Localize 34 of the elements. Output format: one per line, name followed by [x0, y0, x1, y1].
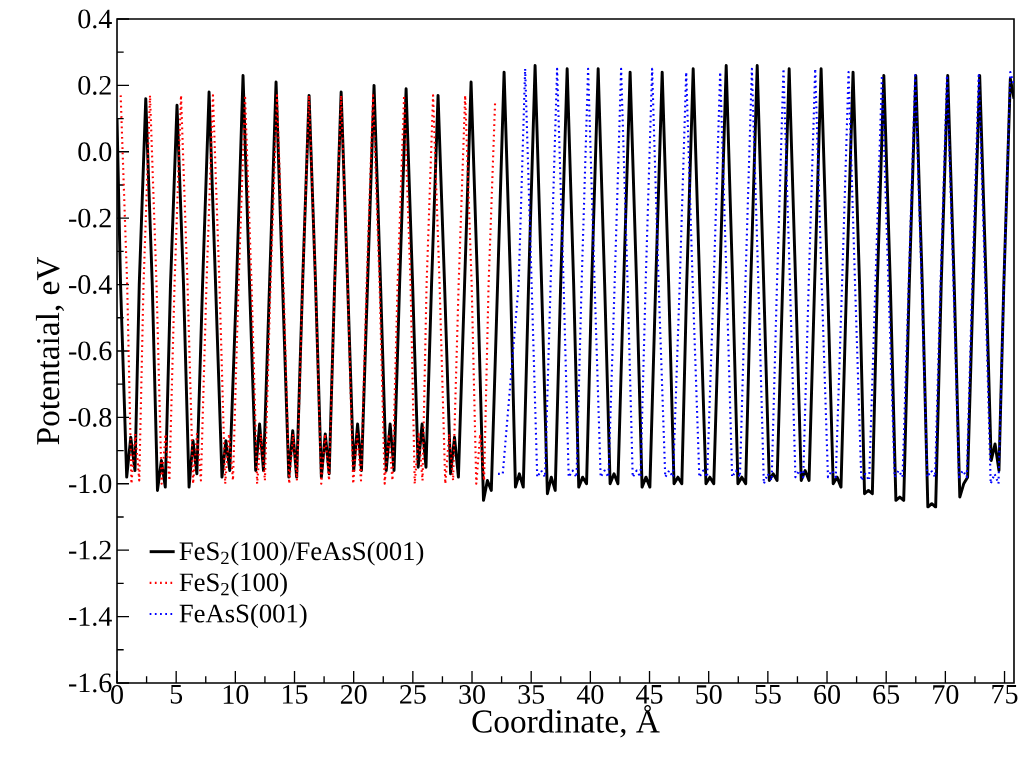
legend-label: FeS$_{2}$(100) — [179, 572, 287, 597]
x-tick-label: 60 — [814, 685, 840, 704]
line-series — [496, 67, 1014, 485]
x-tick-label: 25 — [400, 685, 426, 704]
x-tick-label: 75 — [992, 685, 1018, 704]
y-tick-label: 0.2 — [78, 75, 111, 95]
x-tick-label: 5 — [170, 685, 183, 704]
y-tick-label: -0.4 — [69, 275, 112, 295]
y-tick-label: -0.8 — [69, 407, 112, 427]
y-tick-label: -0.2 — [69, 208, 111, 228]
y-axis-title: Potentaial, eV — [35, 256, 65, 445]
y-tick-label: 0.4 — [78, 9, 112, 29]
y-tick-label: -1.2 — [69, 540, 111, 560]
x-tick-label: 50 — [696, 685, 722, 704]
x-tick-label: 15 — [282, 685, 308, 704]
x-tick-label: 65 — [873, 685, 900, 704]
x-tick-label: 40 — [576, 685, 604, 704]
legend-label: FeS$_{2}$(100)/FeAsS(001) — [179, 541, 424, 566]
x-tick-label: 55 — [755, 685, 781, 704]
x-tick-label: 10 — [223, 685, 249, 704]
x-axis-title: Coordinate, Å — [472, 705, 660, 738]
y-tick-label: -0.6 — [69, 341, 112, 361]
x-tick-label: 0 — [111, 685, 123, 704]
legend-label: FeAsS(001) — [179, 603, 307, 628]
y-tick-label: -1.4 — [69, 607, 112, 627]
y-tick-label: -1.0 — [69, 474, 112, 494]
x-tick-label: 30 — [459, 685, 485, 704]
x-tick-label: 70 — [933, 685, 959, 704]
x-tick-label: 35 — [518, 685, 545, 704]
x-tick-label: 45 — [636, 685, 663, 704]
y-tick-label: 0.0 — [78, 142, 112, 162]
x-tick-label: 20 — [340, 685, 367, 704]
line-series — [119, 94, 497, 485]
y-tick-label: -1.6 — [69, 673, 112, 693]
